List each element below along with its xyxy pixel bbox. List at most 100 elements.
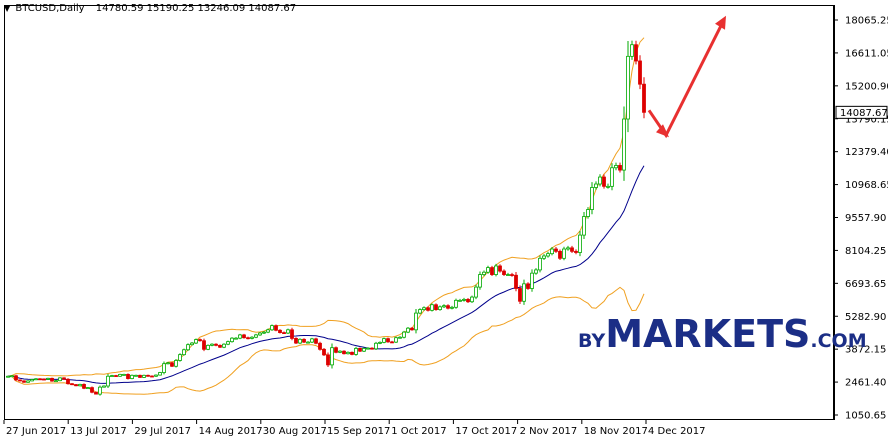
- candle-body: [194, 339, 198, 344]
- candle-body: [242, 334, 246, 339]
- lower-band: [7, 286, 645, 395]
- candle-body: [78, 383, 82, 387]
- candle-body: [310, 338, 314, 343]
- candle-body: [114, 375, 118, 377]
- candle-body: [302, 338, 306, 343]
- y-tick-label: 5282.90: [845, 312, 886, 323]
- candle-body: [610, 167, 614, 187]
- candle-body: [270, 325, 274, 331]
- candle-body: [278, 329, 282, 334]
- candle-body: [538, 257, 542, 271]
- candle-body: [406, 327, 410, 333]
- last-price-box: [835, 105, 888, 119]
- candle-body: [574, 250, 578, 253]
- candle-body: [162, 363, 166, 373]
- candle-body: [54, 380, 58, 383]
- candle-body: [362, 347, 366, 352]
- candle-body: [46, 377, 50, 380]
- candle-body: [458, 299, 462, 302]
- x-tick-label: 14 Aug 2017: [199, 426, 263, 437]
- candle-body: [454, 299, 458, 308]
- candle-body: [470, 296, 474, 303]
- candle-body: [534, 269, 538, 274]
- candle-body: [18, 379, 22, 382]
- price-axis: 18065.25 16611.05 15200.90 13790.15 12379.40…: [834, 16, 888, 422]
- candle-body: [222, 343, 226, 348]
- candle-body: [550, 248, 554, 255]
- candle-body: [402, 331, 406, 338]
- candle-body: [630, 44, 634, 57]
- time-axis: 27 Jun 2017 13 Jul 2017 29 Jul 2017 14 Aug …: [3, 420, 706, 437]
- candle-body: [210, 343, 214, 346]
- candle-body: [370, 347, 374, 350]
- candle-body: [558, 250, 562, 259]
- y-tick-label: 8104.25: [845, 246, 886, 257]
- candle-body: [110, 375, 114, 377]
- candle-body: [570, 247, 574, 252]
- moving-average: [7, 165, 645, 384]
- candle-body: [438, 306, 442, 311]
- candle-body: [562, 248, 566, 259]
- candle-body: [354, 347, 358, 355]
- candle-body: [374, 342, 378, 350]
- candle-body: [214, 343, 218, 346]
- candle-body: [334, 347, 338, 353]
- candle-body: [638, 60, 642, 85]
- candle-body: [386, 338, 390, 343]
- candle-body: [510, 274, 514, 276]
- candle-body: [410, 327, 414, 331]
- candle-body: [258, 332, 262, 336]
- candle-body: [226, 341, 230, 345]
- candle-body: [130, 374, 134, 379]
- candlesticks: [6, 40, 646, 396]
- candle-body: [626, 55, 630, 120]
- last-price-tag: 14087.67: [835, 105, 888, 119]
- candle-body: [598, 176, 602, 185]
- candle-body: [522, 283, 526, 302]
- candle-body: [274, 325, 278, 331]
- candle-body: [530, 272, 534, 289]
- candle-body: [282, 332, 286, 335]
- candle-body: [98, 386, 102, 395]
- forecast-path: [647, 23, 724, 139]
- candle-body: [206, 344, 210, 350]
- y-tick-label: 10968.65: [845, 180, 888, 191]
- candle-body: [418, 309, 422, 314]
- candle-body: [94, 391, 98, 395]
- y-tick-label: 12379.40: [845, 147, 888, 158]
- candle-body: [74, 384, 78, 387]
- candle-body: [70, 383, 74, 386]
- candle-body: [118, 373, 122, 377]
- candle-body: [198, 339, 202, 342]
- candle-body: [606, 185, 610, 188]
- candle-body: [414, 312, 418, 331]
- candle-body: [394, 337, 398, 343]
- candle-body: [150, 375, 154, 378]
- candle-body: [586, 209, 590, 217]
- candle-body: [190, 342, 194, 346]
- forecast-dip-arrowhead: [656, 124, 669, 138]
- x-tick-label: 30 Aug 2017: [263, 426, 327, 437]
- x-tick-label: 13 Jul 2017: [70, 426, 127, 437]
- candle-body: [266, 329, 270, 333]
- candle-body: [50, 377, 54, 382]
- candle-body: [474, 286, 478, 298]
- y-tick-label: 15200.90: [845, 81, 888, 92]
- candle-body: [178, 354, 182, 361]
- candle-body: [546, 253, 550, 257]
- candle-body: [218, 344, 222, 348]
- candle-body: [482, 271, 486, 275]
- x-tick-label: 1 Oct 2017: [391, 426, 446, 437]
- candle-body: [174, 360, 178, 367]
- candle-body: [622, 118, 626, 171]
- chart-menu-icon[interactable]: ▼: [4, 4, 11, 13]
- candle-body: [6, 375, 10, 378]
- candle-body: [322, 348, 326, 356]
- candle-body: [318, 342, 322, 350]
- candle-body: [122, 373, 126, 376]
- y-tick-label: 1050.65: [845, 411, 886, 422]
- candle-body: [326, 354, 330, 366]
- candle-body: [290, 329, 294, 339]
- candle-body: [66, 378, 70, 385]
